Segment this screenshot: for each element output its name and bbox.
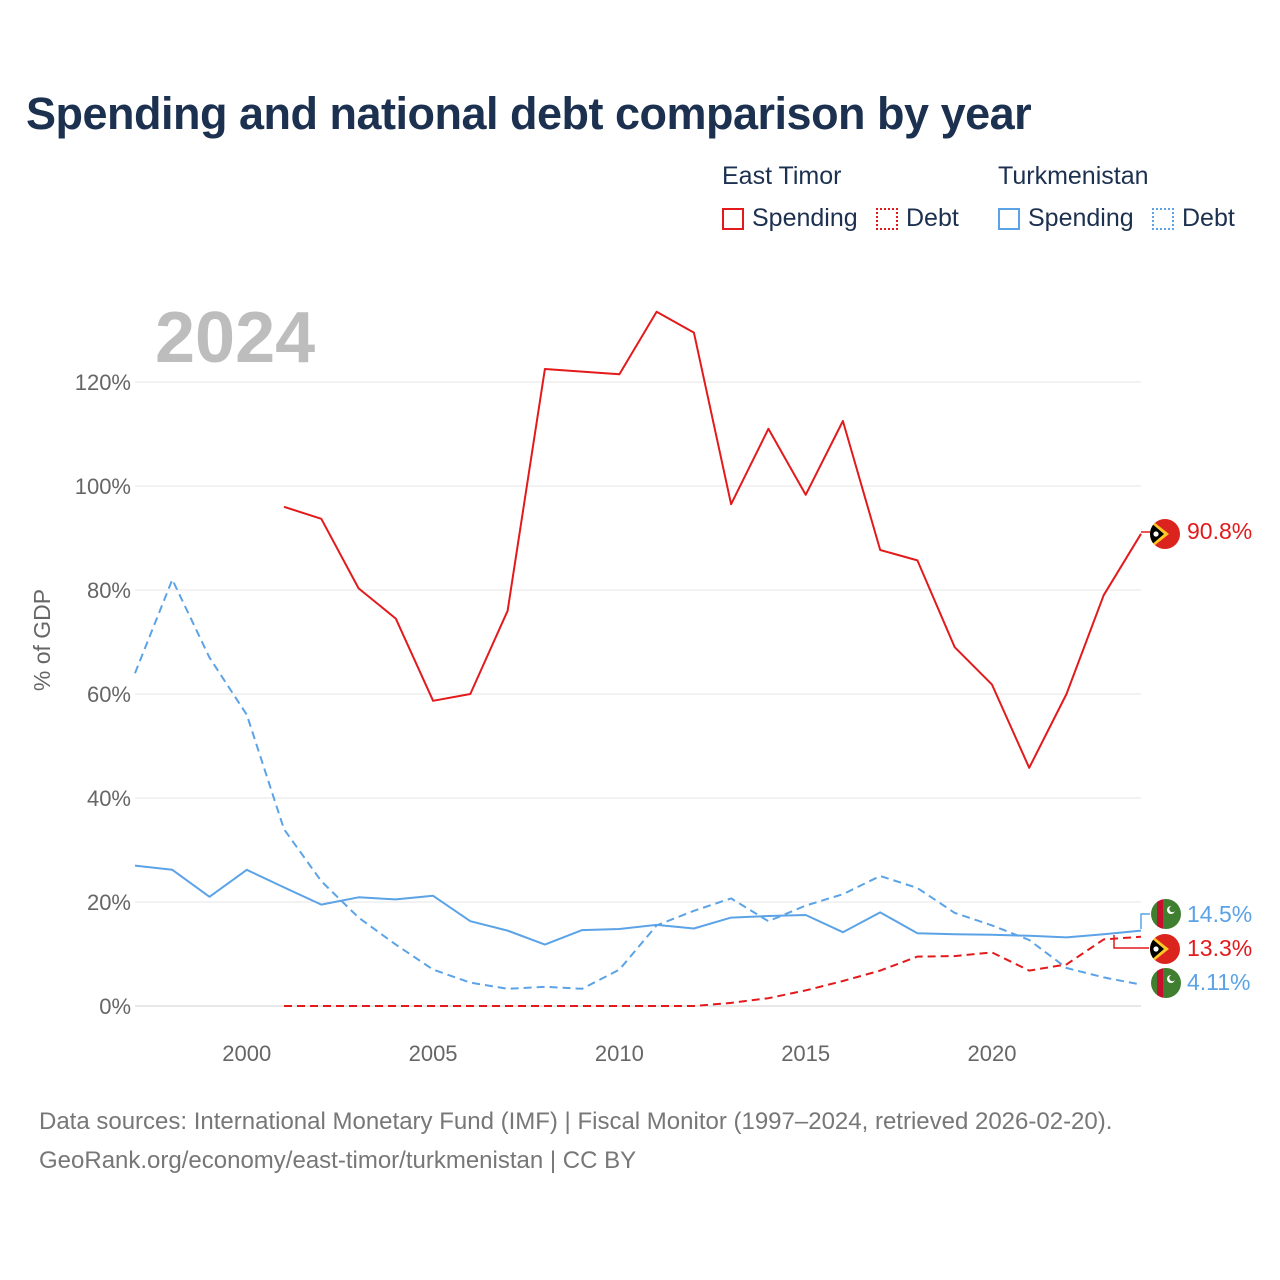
series-line-turkmenistan-spending <box>134 864 1142 946</box>
east-timor-flag-icon <box>1150 934 1180 964</box>
y-tick-label: 100% <box>75 474 131 499</box>
y-tick-label: 60% <box>87 682 131 707</box>
legend-label: Spending <box>752 204 858 232</box>
chart-title: Spending and national debt comparison by… <box>26 88 1032 139</box>
series-lines <box>134 310 1142 1007</box>
legend-item-turkmenistan-debt[interactable]: Debt <box>1152 204 1235 233</box>
dotted-swatch-icon <box>1152 207 1174 230</box>
legend-label: Spending <box>1028 204 1134 232</box>
x-tick-label: 2005 <box>409 1041 458 1066</box>
legend-item-east-timor-debt[interactable]: Debt <box>876 204 959 233</box>
x-tick-label: 2015 <box>781 1041 830 1066</box>
legend-label: Debt <box>1182 204 1235 232</box>
gridlines <box>135 381 1141 1007</box>
turkmenistan-flag-icon <box>1151 899 1181 929</box>
y-tick-label: 20% <box>87 890 131 915</box>
end-label-east-timor-spending: 90.8% <box>1187 518 1252 544</box>
series-line-east-timor-debt <box>284 935 1142 1007</box>
legend-item-turkmenistan-spending[interactable]: Spending <box>998 204 1134 233</box>
y-axis-label: % of GDP <box>29 589 55 691</box>
footer-sources: Data sources: International Monetary Fun… <box>39 1108 1113 1135</box>
x-tick-label: 2010 <box>595 1041 644 1066</box>
y-tick-label: 40% <box>87 786 131 811</box>
end-label-turkmenistan-spending: 14.5% <box>1187 901 1252 927</box>
x-tick-label: 2020 <box>967 1041 1016 1066</box>
solid-swatch-icon <box>722 207 744 230</box>
turkmenistan-flag-icon <box>1151 968 1181 998</box>
east-timor-flag-icon <box>1150 519 1180 549</box>
legend-group-east-timor: East Timor <box>722 162 842 190</box>
series-line-turkmenistan-debt <box>134 578 1142 990</box>
y-tick-label: 0% <box>99 994 131 1019</box>
end-label-turkmenistan-debt: 4.11% <box>1187 969 1251 995</box>
legend-item-east-timor-spending[interactable]: Spending <box>722 204 858 233</box>
solid-swatch-icon <box>998 207 1020 230</box>
series-line-east-timor-spending <box>283 310 1142 769</box>
end-label-east-timor-debt: 13.3% <box>1187 935 1252 961</box>
y-tick-labels: 0% 20% 40% 60% 80% 100% 120% <box>75 370 131 1019</box>
y-tick-label: 80% <box>87 578 131 603</box>
footer-attribution: GeoRank.org/economy/east-timor/turkmenis… <box>39 1147 637 1174</box>
year-watermark: 2024 <box>155 298 315 378</box>
legend-group-turkmenistan: Turkmenistan <box>998 162 1149 190</box>
connector-turkmenistan-spending <box>1140 913 1150 929</box>
connector-east-timor-debt <box>1113 935 1149 949</box>
x-tick-label: 2000 <box>222 1041 271 1066</box>
y-tick-label: 120% <box>75 370 131 395</box>
dotted-swatch-icon <box>876 207 898 230</box>
legend-label: Debt <box>906 204 959 232</box>
x-tick-labels: 2000 2005 2010 2015 2020 <box>222 1041 1016 1066</box>
